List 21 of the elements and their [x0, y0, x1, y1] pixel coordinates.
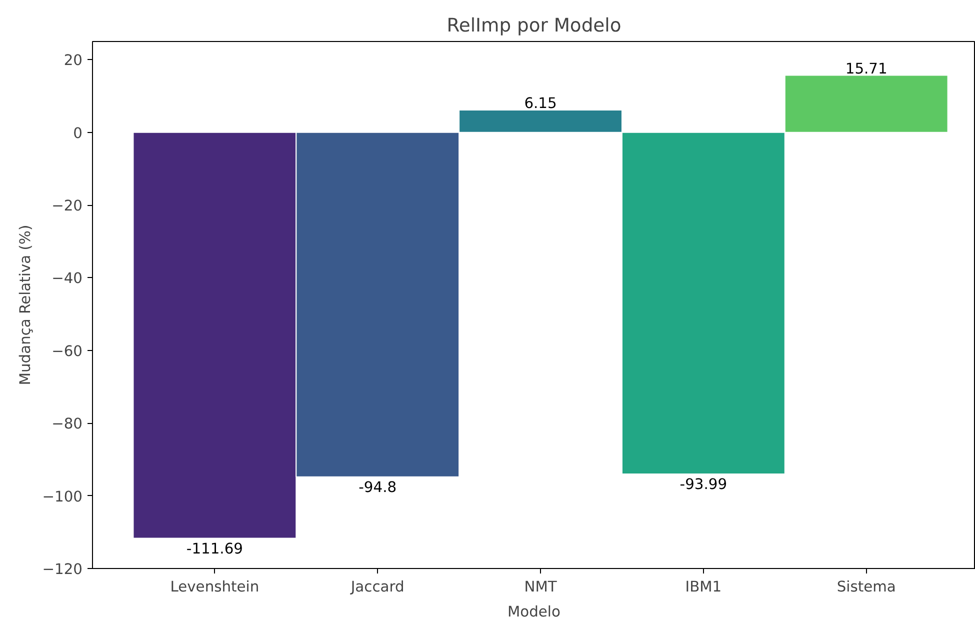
x-tick-label: Sistema	[836, 578, 896, 596]
chart-title: RelImp por Modelo	[446, 16, 622, 36]
x-axis-title: Modelo	[508, 604, 561, 620]
data-label: -93.99	[680, 476, 728, 493]
data-label: -94.8	[358, 478, 397, 496]
y-tick-label: −60	[52, 342, 83, 360]
y-tick-label: −100	[42, 488, 83, 506]
y-tick-label: 20	[64, 52, 83, 70]
y-tick-label: −20	[52, 198, 83, 215]
data-label: 15.71	[845, 60, 888, 78]
y-axis-title: Mudança Relativa (%)	[17, 224, 34, 386]
x-tick-label: Levenshtein	[170, 578, 260, 596]
x-tick-label: NMT	[524, 578, 557, 596]
y-tick-label: −120	[42, 561, 83, 578]
x-tick-label: Jaccard	[350, 578, 404, 596]
y-tick-label: −80	[52, 416, 83, 433]
y-tick-label: −40	[52, 270, 83, 288]
x-tick-label: IBM1	[685, 578, 722, 596]
data-label: -111.69	[186, 540, 243, 558]
y-tick-label: 0	[73, 124, 83, 142]
data-label: 6.15	[524, 95, 557, 112]
